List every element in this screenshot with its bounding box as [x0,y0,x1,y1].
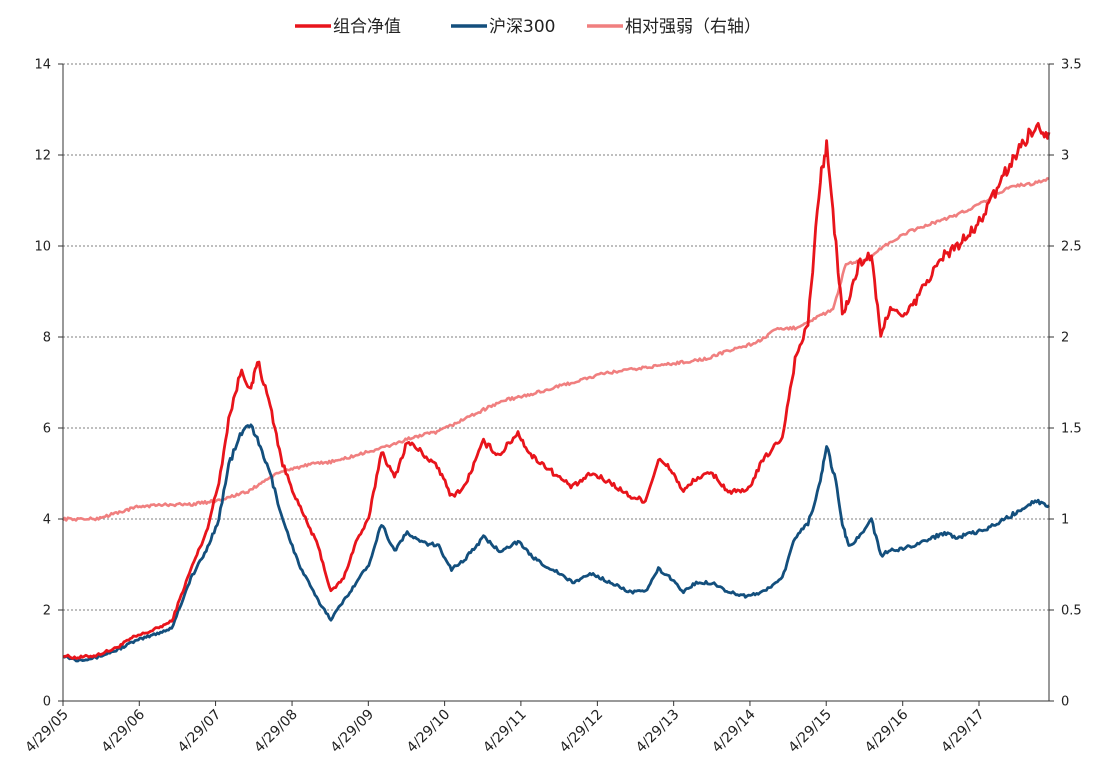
x-tick-label: 4/29/14 [709,706,759,756]
right-tick-label: 0.5 [1061,604,1082,619]
left-tick-label: 10 [34,240,51,255]
legend-label-3: 相对强弱（右轴） [625,17,761,37]
left-tick-label: 12 [34,149,51,164]
x-tick-label: 4/29/13 [633,707,682,756]
right-tick-label: 3 [1061,149,1069,164]
series-line-3 [61,177,1050,522]
left-tick-label: 14 [34,58,51,73]
x-axis-ticks: 4/29/05 4/29/06 4/29/07 4/29/08 4/29/09 4/29/… [22,701,988,756]
legend-label-1: 组合净值 [333,17,401,37]
right-tick-label: 0 [1061,695,1069,710]
left-tick-label: 8 [43,331,51,346]
x-tick-label: 4/29/10 [404,707,453,756]
left-tick-label: 4 [43,513,51,528]
x-tick-label: 4/29/05 [22,707,71,756]
x-tick-label: 4/29/07 [175,707,224,756]
x-tick-label: 4/29/06 [99,706,149,756]
x-tick-label: 4/29/16 [862,706,912,756]
axes [62,64,1050,702]
right-tick-label: 1 [1061,513,1069,528]
right-tick-label: 2.5 [1061,240,1082,255]
x-tick-label: 4/29/15 [786,707,835,756]
right-tick-label: 2 [1061,331,1069,346]
x-tick-label: 4/29/08 [251,707,300,756]
series-line-1 [62,122,1051,660]
legend-label-2: 沪深300 [489,17,555,37]
left-tick-label: 2 [43,604,51,619]
left-axis-ticks: 0 2 4 6 8 10 12 14 [34,58,63,710]
right-axis-ticks: 0 0.5 1 1.5 2 2.5 3 3.5 [1049,58,1082,710]
x-tick-label: 4/29/11 [480,707,529,756]
x-tick-label: 4/29/17 [938,707,987,756]
x-tick-label: 4/29/12 [557,707,606,756]
series-line-2 [62,423,1050,663]
left-tick-label: 0 [43,695,51,710]
grid-lines [63,63,1049,611]
left-tick-label: 6 [43,422,51,437]
series-layer [61,122,1051,663]
right-tick-label: 3.5 [1061,58,1082,73]
right-tick-label: 1.5 [1061,422,1082,437]
x-tick-label: 4/29/09 [328,707,377,756]
chart-legend: 组合净值 沪深300 相对强弱（右轴） [295,17,761,37]
